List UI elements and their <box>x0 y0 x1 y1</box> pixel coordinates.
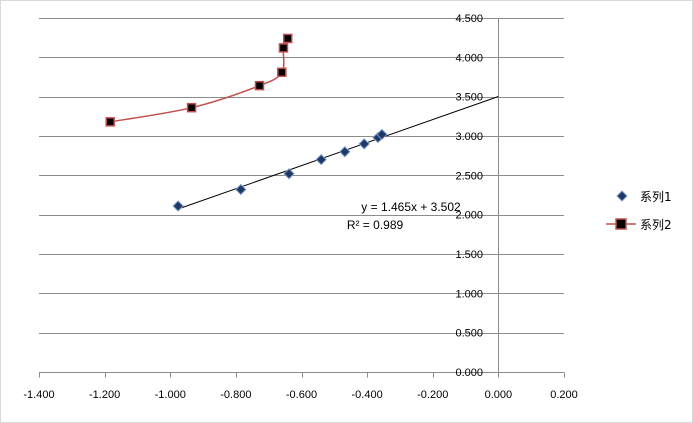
point-series-2-1 <box>186 102 197 113</box>
trendline-annotations: y = 1.465x + 3.502 R² = 0.989 <box>347 200 461 232</box>
legend-entry-series-2: 系列2 <box>606 218 672 232</box>
y-tick-label-5: 2.500 <box>455 170 483 182</box>
y-tick-label-1: 0.500 <box>455 328 483 340</box>
legend-marker-series-2 <box>615 218 627 230</box>
y-tick-label-6: 3.000 <box>455 131 483 143</box>
y-tick-label-3: 1.500 <box>455 249 483 261</box>
y-tick-label-4: 2.000 <box>455 210 483 222</box>
point-series-2-4 <box>278 43 289 53</box>
legend-entry-series-1: 系列1 <box>616 190 672 204</box>
x-tick-label-1: -1.200 <box>89 389 120 401</box>
axes <box>39 18 565 378</box>
x-axis-tick-labels: -1.400 -1.200 -1.000 -0.800 -0.600 -0.400 -0.2… <box>23 389 577 401</box>
y-tick-label-8: 4.000 <box>455 52 483 64</box>
point-series-1-5 <box>358 138 370 150</box>
point-series-2-0 <box>105 117 115 127</box>
legend-label-series-2: 系列2 <box>640 218 672 232</box>
trendline-equation: y = 1.465x + 3.502 <box>361 200 461 214</box>
point-series-1-7 <box>376 128 388 141</box>
x-tick-label-2: -1.000 <box>155 389 186 401</box>
point-series-1-4 <box>339 146 351 158</box>
y-tick-label-9: 4.500 <box>455 13 483 25</box>
legend: 系列1 系列2 <box>606 190 672 232</box>
point-series-2-2 <box>254 80 265 91</box>
x-tick-label-7: 0.000 <box>485 389 513 401</box>
trendline-r-squared: R² = 0.989 <box>347 218 404 232</box>
y-tick-label-7: 3.500 <box>455 92 483 104</box>
point-series-1-2 <box>283 168 295 180</box>
legend-marker-series-1 <box>616 190 628 202</box>
point-series-2-3 <box>277 67 287 78</box>
gridlines <box>39 18 564 334</box>
point-series-1-3 <box>315 153 327 166</box>
x-tick-label-0: -1.400 <box>23 389 54 401</box>
point-series-2-5 <box>282 33 293 44</box>
plot-series <box>105 33 499 212</box>
trendline-series-1 <box>177 96 499 210</box>
point-series-1-1 <box>235 183 247 196</box>
x-tick-label-8: 0.200 <box>550 389 578 401</box>
point-series-1-0 <box>172 200 184 212</box>
legend-label-series-1: 系列1 <box>640 190 672 204</box>
y-tick-label-2: 1.000 <box>455 288 483 300</box>
y-tick-label-0: 0.000 <box>455 367 483 379</box>
x-tick-label-6: -0.200 <box>417 389 448 401</box>
y-axis-tick-labels: 0.000 0.500 1.000 1.500 2.000 2.500 3.000 3.500… <box>455 13 483 379</box>
x-tick-label-4: -0.600 <box>286 389 317 401</box>
x-tick-label-3: -0.800 <box>220 389 251 401</box>
x-tick-label-5: -0.400 <box>352 389 383 401</box>
